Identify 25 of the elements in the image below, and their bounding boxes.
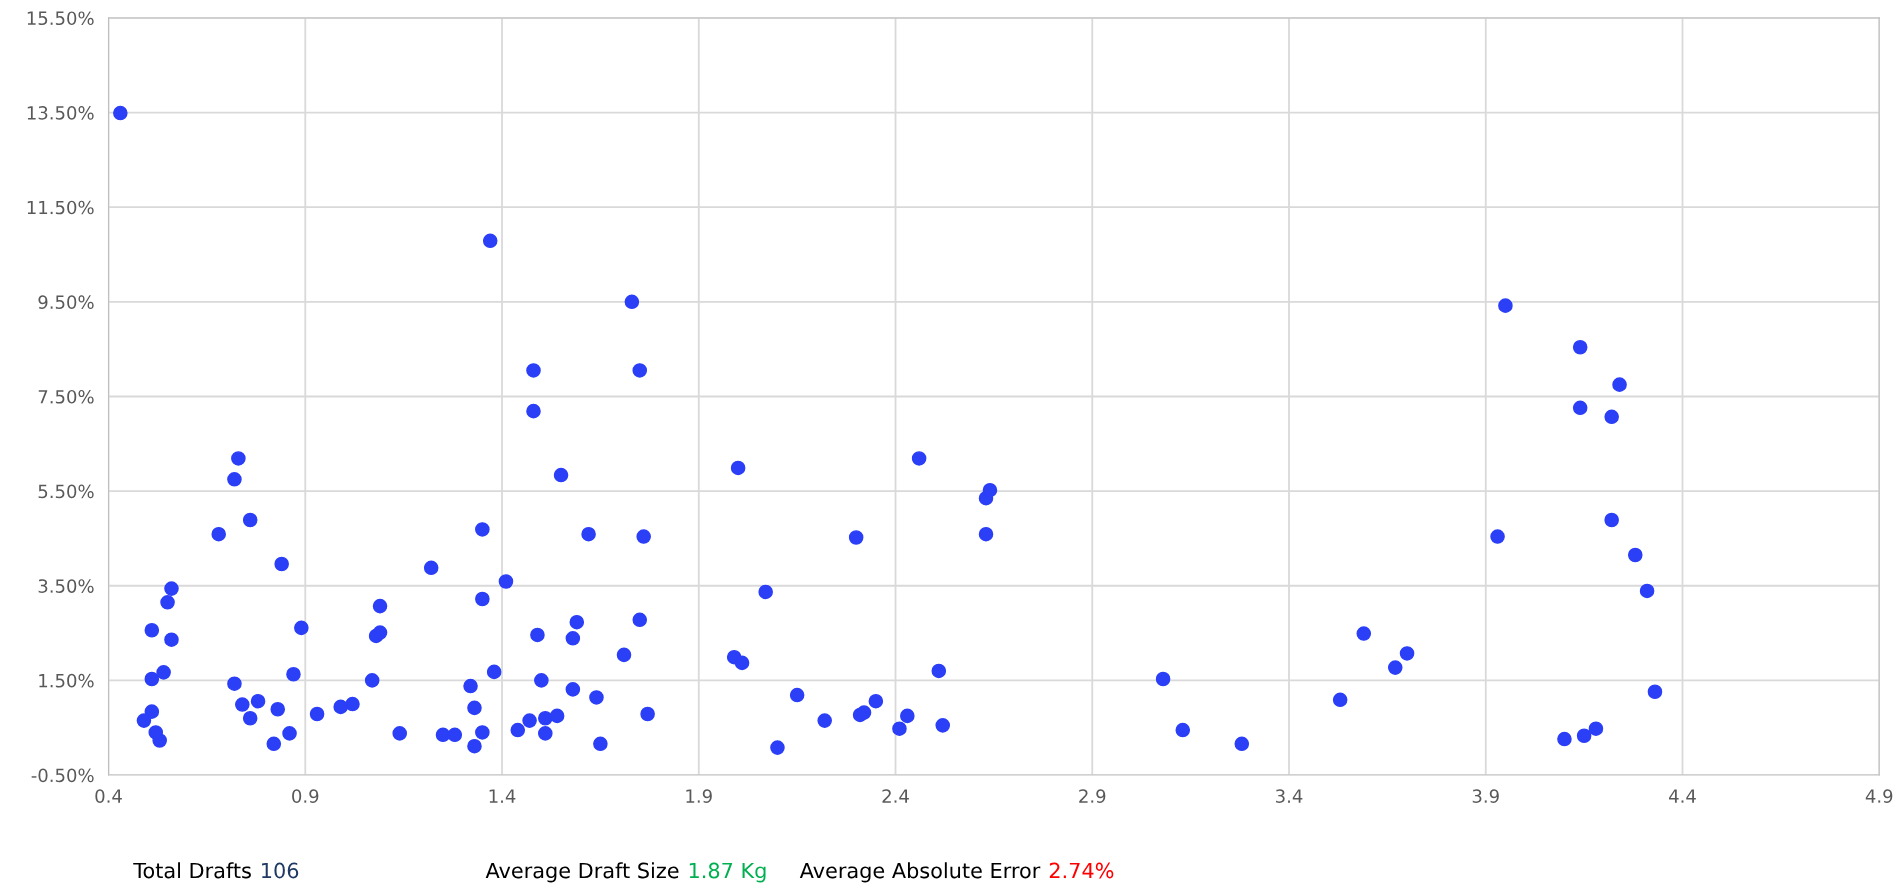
x-tick-label: 1.4: [489, 789, 516, 803]
x-tick-label: 3.9: [1472, 789, 1499, 803]
y-tick-label: 3.50%: [38, 579, 94, 593]
text: Total Drafts: [133, 862, 251, 879]
y-tick-label: 15.50%: [27, 11, 94, 26]
y-tick-label: 1.50%: [39, 673, 94, 688]
text: 2.74%: [1049, 862, 1114, 879]
x-tick-label: 2.4: [882, 789, 909, 803]
x-tick-label: 1.9: [686, 789, 712, 803]
x-tick-label: 3.4: [1276, 789, 1303, 803]
x-tick-label: 4.9: [1865, 789, 1893, 803]
text: Average Draft Size: [485, 862, 679, 883]
x-tick-label: 4.4: [1669, 789, 1696, 803]
y-tick-label: -0.50%: [31, 768, 94, 783]
text: Average Absolute Error: [799, 862, 1041, 883]
x-tick-label: 0.9: [292, 789, 319, 803]
y-tick-label: 7.50%: [38, 389, 94, 404]
y-tick-label: 13.50%: [27, 106, 94, 120]
y-tick-label: 5.50%: [38, 484, 94, 499]
x-tick-label: 2.9: [1079, 789, 1106, 803]
y-tick-label: 11.50%: [27, 200, 94, 215]
text: 106: [262, 862, 299, 879]
text: 1.87 Kg: [689, 862, 766, 883]
x-tick-label: 0.4: [95, 789, 122, 803]
y-tick-label: 9.50%: [38, 295, 94, 309]
